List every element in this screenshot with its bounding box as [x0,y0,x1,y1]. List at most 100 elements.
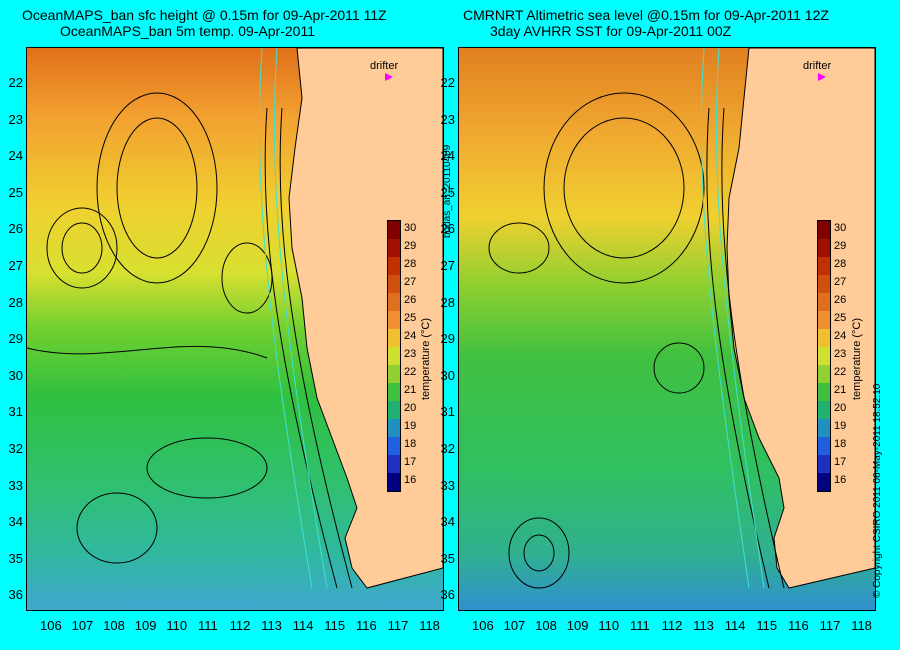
x-tick-label: 108 [103,618,125,633]
x-tick-label: 107 [71,618,94,633]
y-tick-label: 30 [440,367,455,383]
x-tick-label: 118 [419,618,440,633]
colorbar-tick-label: 18 [834,438,847,450]
colorbar-tick-label: 27 [834,276,847,288]
colorbar-tick-label: 16 [404,474,417,486]
left-map-svg [27,48,443,610]
y-tick-label: 26 [8,221,23,237]
colorbar-segment [388,383,400,401]
colorbar-tick-label: 20 [834,402,847,414]
colorbar-segment [388,275,400,293]
colorbar-segment [388,347,400,365]
right-map-svg [459,48,875,610]
colorbar-segment [818,275,830,293]
x-tick-label: 109 [134,618,157,633]
x-tick-label: 115 [324,618,346,633]
x-tick-label: 111 [198,618,218,633]
sea-level-contours [27,92,353,589]
x-tick-label: 118 [851,618,872,633]
colorbar-segment [388,239,400,257]
left-map-panel [26,47,444,611]
x-tick-label: 113 [261,618,282,633]
y-tick-label: 25 [440,184,455,200]
x-tick-label: 110 [166,618,188,633]
colorbar-tick-label: 21 [834,384,847,396]
colorbar-tick-label: 19 [404,420,417,432]
colorbar-tick-label: 24 [404,330,417,342]
x-tick-label: 116 [356,618,377,633]
colorbar-segment [818,239,830,257]
colorbar-segment [818,293,830,311]
x-tick-label: 112 [229,618,251,633]
left-drifter-icon [385,73,393,81]
colorbar-tick-label: 20 [404,402,417,414]
right-colorbar-label: temperature (°C) [851,317,863,400]
y-tick-label: 32 [440,441,455,456]
colorbar-segment [818,329,830,347]
colorbar-tick-label: 24 [834,330,847,342]
colorbar-tick-label: 17 [404,456,417,468]
colorbar-segment [818,347,830,365]
x-tick-label: 106 [40,618,62,633]
colorbar-segment [818,437,830,455]
left-drifter-label: drifter [370,60,399,72]
colorbar-tick-label: 17 [834,456,847,468]
y-tick-label: 34 [440,514,455,530]
y-tick-label: 30 [8,367,23,383]
x-tick-label: 108 [535,618,557,633]
y-tick-label: 27 [8,258,23,273]
y-tick-label: 35 [8,550,23,566]
sea-level-contours [488,92,785,589]
y-tick-label: 33 [440,477,455,493]
x-tick-label: 109 [566,618,589,633]
colorbar-segment [818,419,830,437]
colorbar-tick-label: 30 [834,222,847,234]
copyright-text: © Copyright CSIRO 2011 06-May-2011 18:52… [872,383,883,598]
y-tick-label: 29 [8,331,23,347]
y-tick-label: 23 [440,111,455,127]
colorbar-segment [388,419,400,437]
land-mass [726,48,875,589]
x-tick-label: 117 [387,618,409,633]
run-id-text: bodas_an_20110409 [442,144,453,238]
x-tick-label: 106 [472,618,494,633]
colorbar-tick-label: 25 [834,312,847,324]
colorbar-tick-label: 30 [404,222,417,234]
colorbar-segment [388,311,400,329]
y-tick-label: 26 [440,221,455,237]
colorbar-tick-label: 16 [834,474,847,486]
right-drifter-icon [818,73,826,81]
y-tick-label: 29 [440,331,455,347]
colorbar-tick-label: 21 [404,384,417,396]
y-tick-label: 35 [440,550,455,566]
colorbar-tick-label: 25 [404,312,417,324]
x-tick-label: 113 [693,618,714,633]
colorbar-segment [818,473,830,491]
x-tick-label: 117 [819,618,841,633]
colorbar-segment [818,221,830,239]
colorbar-segment [818,257,830,275]
x-tick-label: 110 [598,618,620,633]
colorbar-tick-label: 23 [404,348,417,360]
y-tick-label: 33 [8,477,23,493]
colorbar-tick-label: 28 [834,258,847,270]
colorbar-segment [388,401,400,419]
colorbar-tick-label: 23 [834,348,847,360]
colorbar-tick-label: 29 [834,240,847,252]
x-tick-label: 114 [724,618,746,633]
x-tick-label: 115 [756,618,778,633]
x-tick-label: 112 [661,618,683,633]
colorbar-tick-label: 29 [404,240,417,252]
left-title-line2: OceanMAPS_ban 5m temp. 09-Apr-2011 [60,23,315,39]
colorbar-segment [818,401,830,419]
colorbar-tick-label: 18 [404,438,417,450]
right-colorbar [817,220,831,492]
bathymetry-contours [700,48,765,589]
right-title-line1: CMRNRT Altimetric sea level @0.15m for 0… [463,7,829,23]
colorbar-segment [818,365,830,383]
y-tick-label: 25 [8,184,23,200]
colorbar-tick-label: 26 [834,294,847,306]
y-tick-label: 36 [8,587,23,603]
colorbar-tick-label: 26 [404,294,417,306]
y-tick-label: 27 [440,258,455,273]
